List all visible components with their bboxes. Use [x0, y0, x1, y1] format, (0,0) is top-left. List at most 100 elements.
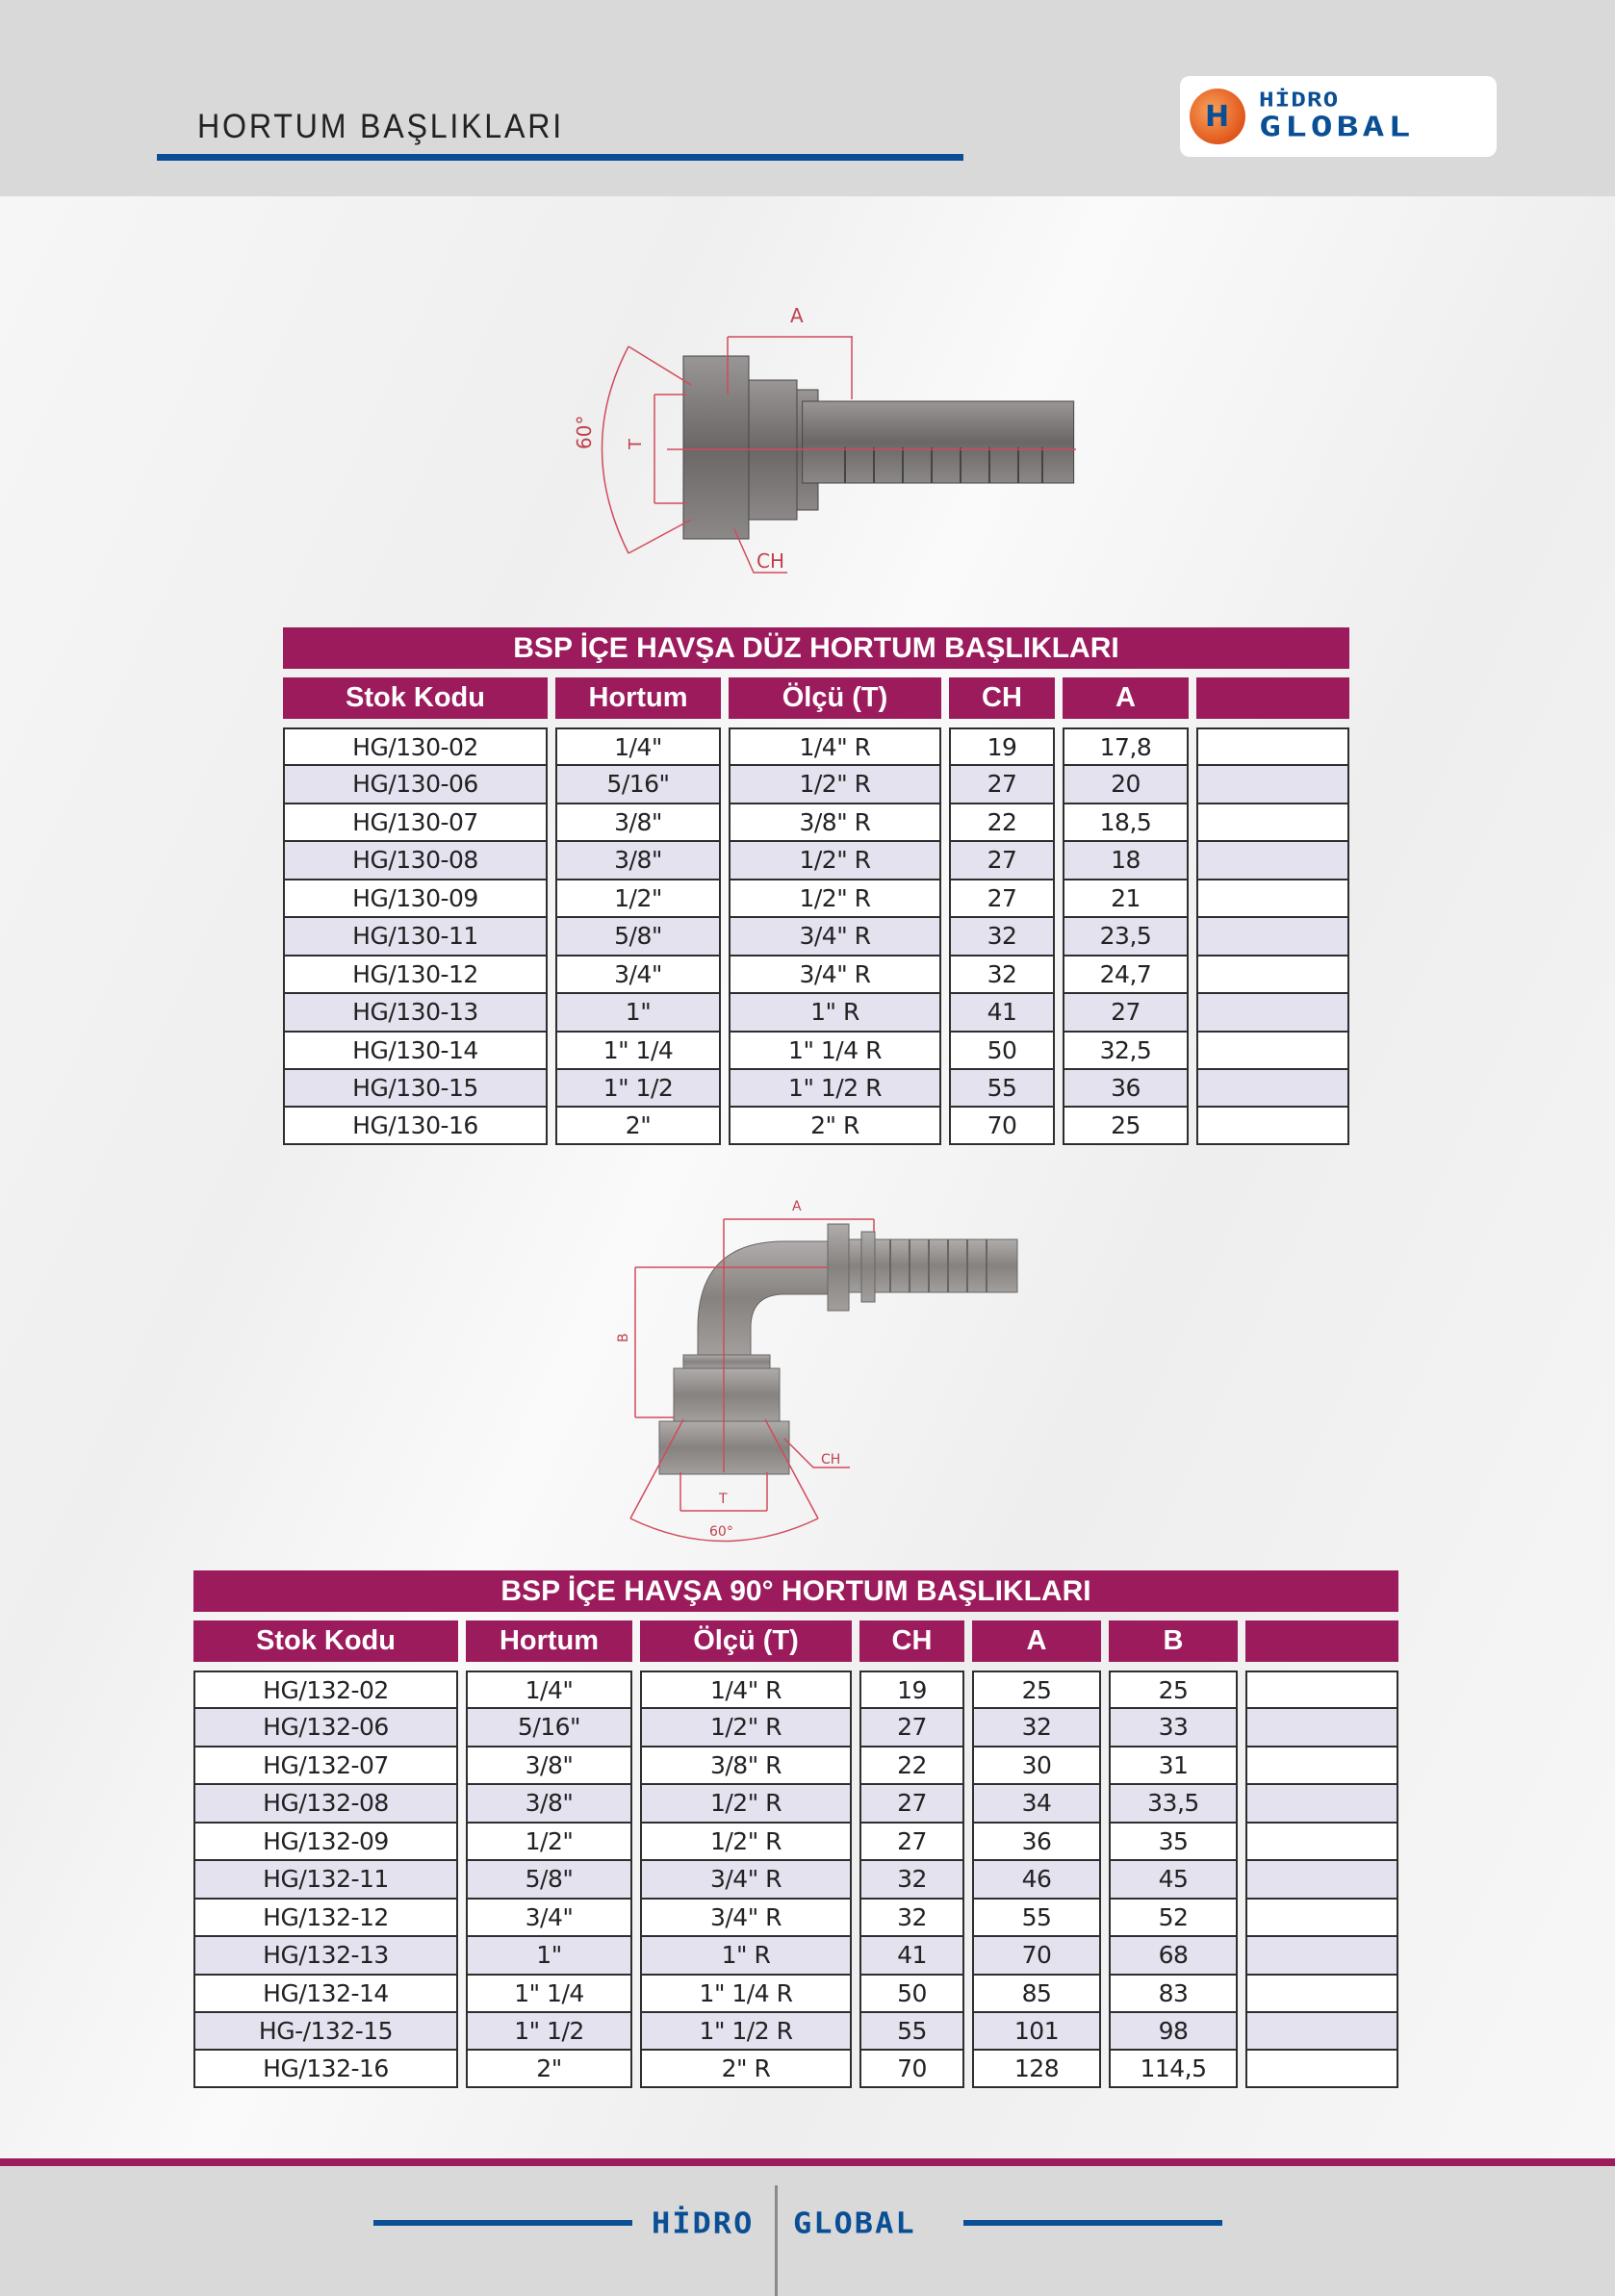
table-cell	[1196, 1068, 1349, 1108]
table-cell: 36	[972, 1822, 1101, 1861]
table-cell: 1" 1/2	[466, 2011, 632, 2051]
table-cell: 55	[949, 1068, 1055, 1108]
table-cell: HG/132-06	[193, 1708, 458, 1747]
table-cell: 32	[949, 917, 1055, 956]
table-cell: 5/8"	[466, 1860, 632, 1899]
table-cell: 3/8"	[555, 841, 721, 880]
table-cell: 3/4" R	[729, 917, 941, 956]
table-cell: 1/2"	[466, 1822, 632, 1861]
straight-fitting-drawing: A T 60° CH	[573, 304, 1076, 574]
table-cell: HG/132-08	[193, 1784, 458, 1823]
column-header	[1245, 1620, 1398, 1662]
table-cell: 24,7	[1063, 955, 1189, 994]
table-cell	[1196, 917, 1349, 956]
table-cell: 19	[859, 1671, 964, 1709]
table-cell: 3/8" R	[729, 803, 941, 842]
table-cell: 3/8" R	[640, 1746, 852, 1785]
table-cell: HG/132-13	[193, 1936, 458, 1975]
table-cell: HG/132-16	[193, 2050, 458, 2088]
table-cell: 3/4" R	[640, 1898, 852, 1937]
table-cell	[1196, 1031, 1349, 1069]
footer-line-right	[963, 2220, 1222, 2226]
hidro-global-logo: H HİDRO GLOBAL	[1180, 76, 1497, 157]
angle-label: 60°	[573, 416, 596, 449]
table-cell: 27	[949, 879, 1055, 918]
table-cell	[1245, 1936, 1398, 1975]
page-header: HORTUM BAŞLIKLARI H HİDRO GLOBAL	[0, 0, 1615, 196]
table-cell: HG/130-12	[283, 955, 548, 994]
table-cell	[1245, 1708, 1398, 1747]
table-cell	[1196, 765, 1349, 804]
table-cell: 50	[859, 1974, 964, 2012]
page-footer: HİDRO GLOBAL	[0, 2166, 1615, 2296]
angle-label: 60°	[709, 1524, 733, 1540]
table-cell	[1245, 1974, 1398, 2012]
logo-text-hidro: HİDRO	[1259, 89, 1340, 112]
dim-ch-label: CH	[821, 1452, 840, 1467]
table-cell: 32,5	[1063, 1031, 1189, 1069]
table-cell: 50	[949, 1031, 1055, 1069]
table-cell: 3/8"	[555, 803, 721, 842]
table-cell	[1245, 1822, 1398, 1861]
table-cell	[1196, 727, 1349, 766]
table-cell: 1/4" R	[640, 1671, 852, 1709]
table-cell: 3/8"	[466, 1784, 632, 1823]
table-cell: HG/132-02	[193, 1671, 458, 1709]
table-cell: 41	[859, 1936, 964, 1975]
table-cell: 70	[859, 2050, 964, 2088]
column-header	[1196, 677, 1349, 719]
table-cell: 23,5	[1063, 917, 1189, 956]
table-cell: HG-/132-15	[193, 2011, 458, 2051]
column-header: Hortum	[466, 1620, 632, 1662]
table-cell: 20	[1063, 765, 1189, 804]
table-cell: 1/2" R	[729, 765, 941, 804]
table-cell: 34	[972, 1784, 1101, 1823]
table-cell: HG/132-14	[193, 1974, 458, 2012]
column-header: CH	[859, 1620, 964, 1662]
elbow-fittings-table: BSP İÇE HAVŞA 90° HORTUM BAŞLIKLARI Stok…	[193, 1570, 1398, 2088]
table-cell	[1245, 1784, 1398, 1823]
table-cell: 3/4" R	[640, 1860, 852, 1899]
table-cell: 114,5	[1109, 2050, 1238, 2088]
table-cell: HG/130-08	[283, 841, 548, 880]
table-title: BSP İÇE HAVŞA DÜZ HORTUM BAŞLIKLARI	[283, 627, 1349, 669]
table-cell: 45	[1109, 1860, 1238, 1899]
logo-emblem-icon: H	[1190, 89, 1245, 144]
table-cell: 27	[859, 1708, 964, 1747]
table-cell: 3/4" R	[729, 955, 941, 994]
table-cell: 41	[949, 993, 1055, 1032]
table-cell	[1196, 841, 1349, 880]
straight-fittings-table: BSP İÇE HAVŞA DÜZ HORTUM BAŞLIKLARI Stok…	[283, 627, 1349, 1145]
table-cell: 46	[972, 1860, 1101, 1899]
column-header: B	[1109, 1620, 1238, 1662]
table-cell: 1" 1/4	[466, 1974, 632, 2012]
table-cell: HG/130-06	[283, 765, 548, 804]
table-title: BSP İÇE HAVŞA 90° HORTUM BAŞLIKLARI	[193, 1570, 1398, 1612]
table-cell: 1" 1/2	[555, 1068, 721, 1108]
table-cell: 1"	[466, 1936, 632, 1975]
table-cell: 1/2" R	[640, 1708, 852, 1747]
table-cell: HG/132-11	[193, 1860, 458, 1899]
table-cell: 3/4"	[555, 955, 721, 994]
table-cell: 5/8"	[555, 917, 721, 956]
footer-divider	[0, 2158, 1615, 2166]
table-cell: 85	[972, 1974, 1101, 2012]
table-cell: 2"	[466, 2050, 632, 2088]
table-cell: HG/130-16	[283, 1107, 548, 1145]
table-cell: HG/130-13	[283, 993, 548, 1032]
table-cell: 128	[972, 2050, 1101, 2088]
table-cell: 18	[1063, 841, 1189, 880]
table-cell: 98	[1109, 2011, 1238, 2051]
table-cell: HG/132-12	[193, 1898, 458, 1937]
table-cell: 30	[972, 1746, 1101, 1785]
column-header: CH	[949, 677, 1055, 719]
table-cell: 27	[859, 1784, 964, 1823]
column-header: A	[1063, 677, 1189, 719]
table-cell: 1/2"	[555, 879, 721, 918]
table-cell: 31	[1109, 1746, 1238, 1785]
table-cell: 5/16"	[466, 1708, 632, 1747]
table-cell	[1196, 993, 1349, 1032]
column-header: A	[972, 1620, 1101, 1662]
table-cell: 27	[859, 1822, 964, 1861]
table-cell: 2"	[555, 1107, 721, 1145]
